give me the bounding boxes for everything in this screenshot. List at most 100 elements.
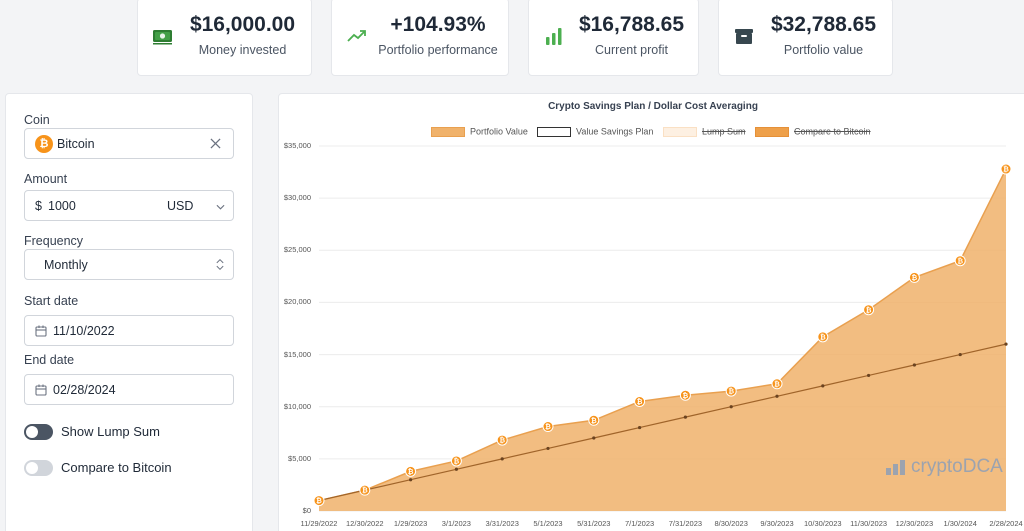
y-tick-label: $15,000: [283, 349, 311, 359]
start-date-label: Start date: [24, 294, 79, 308]
chart-title: Crypto Savings Plan / Dollar Cost Averag…: [548, 101, 758, 112]
savings-plan-point: [729, 405, 733, 409]
watermark: cryptoDCA: [885, 456, 1003, 478]
bitcoin-marker-glyph: ₿: [774, 380, 780, 388]
portfolio-value-point: [542, 421, 554, 433]
savings-plan-point: [821, 384, 825, 388]
bitcoin-marker-glyph: ₿: [912, 274, 918, 282]
portfolio-value-point: [496, 434, 508, 446]
coin-value: Bitcoin: [57, 137, 95, 151]
portfolio-value-label: Portfolio value: [783, 43, 864, 57]
x-tick-label: 3/1/2023: [441, 519, 471, 528]
end-date-field[interactable]: 02/28/2024: [24, 374, 234, 405]
coin-label: Coin: [24, 113, 50, 127]
start-date-value: 11/10/2022: [53, 324, 115, 338]
portfolio-value-point: [634, 396, 646, 407]
bitcoin-marker-glyph: ₿: [683, 392, 689, 400]
frequency-label: Frequency: [24, 234, 84, 248]
legend-compare-to-bitcoin[interactable]: Compare to Bitcoin: [755, 126, 871, 138]
compare-to-bitcoin-toggle[interactable]: [24, 460, 53, 476]
amount-prefix: $: [35, 199, 42, 213]
amount-label: Amount: [24, 172, 68, 186]
portfolio-value-area: [319, 169, 1006, 511]
calendar-icon: [35, 325, 47, 337]
portfolio-performance-value: +104.93%: [390, 13, 486, 36]
y-tick-label: $5,000: [288, 453, 311, 463]
calendar-icon: [35, 384, 47, 396]
x-tick-label: 8/30/2023: [714, 519, 748, 528]
savings-plan-point: [867, 373, 871, 378]
amount-field[interactable]: $ 1000 USD: [24, 190, 234, 221]
savings-plan-point: [1004, 342, 1008, 346]
show-lump-sum-toggle[interactable]: [24, 424, 53, 440]
stat-card-current-profit: $16,788.65 Current profit: [528, 0, 699, 76]
stat-card-portfolio-value: $32,788.65 Portfolio value: [718, 0, 893, 76]
x-tick-label: 2/28/2024: [989, 519, 1023, 528]
chevron-down-icon: [216, 204, 225, 210]
savings-plan-point: [958, 352, 962, 357]
wallet-icon: [735, 29, 753, 44]
savings-plan-point: [592, 436, 596, 440]
currency-select[interactable]: USD: [167, 199, 194, 213]
toggle-knob: [26, 462, 38, 474]
savings-plan-point: [546, 446, 550, 451]
stat-card-money-invested: $16,000.00 Money invested: [137, 0, 312, 76]
portfolio-value-point: [725, 385, 737, 397]
amount-input[interactable]: 1000: [48, 199, 76, 213]
bitcoin-marker-glyph: ₿: [957, 257, 963, 265]
x-tick-label: 10/30/2023: [804, 519, 842, 528]
legend-value-savings-plan[interactable]: Value Savings Plan: [537, 126, 653, 138]
portfolio-value-point: [313, 495, 325, 507]
y-tick-label: $35,000: [283, 141, 311, 150]
trending-up-icon: [347, 30, 366, 42]
portfolio-value-point: [863, 304, 875, 316]
end-date-value: 02/28/2024: [53, 383, 116, 397]
portfolio-value-point: [817, 331, 829, 343]
bitcoin-marker-glyph: ₿: [1003, 166, 1009, 174]
x-tick-label: 5/31/2023: [577, 519, 611, 528]
chart-plot: ₿ ₿ ₿ ₿ ₿ ₿ ₿ ₿ ₿ ₿ ₿ ₿ ₿ ₿ ₿ ₿: [313, 145, 1012, 512]
x-tick-label: 1/30/2024: [943, 519, 977, 528]
legend-swatch: [537, 126, 571, 137]
portfolio-value-point: [1000, 163, 1012, 175]
y-tick-label: $20,000: [283, 297, 311, 307]
legend-portfolio-value[interactable]: Portfolio Value: [431, 126, 528, 138]
x-tick-label: 11/29/2022: [300, 519, 338, 528]
select-arrows-icon: [216, 259, 224, 270]
start-date-field[interactable]: 11/10/2022: [24, 315, 234, 346]
savings-plan-point: [409, 478, 413, 482]
frequency-select[interactable]: Monthly: [24, 249, 234, 280]
bitcoin-marker-glyph: ₿: [545, 423, 551, 431]
y-tick-label: $0: [302, 506, 311, 515]
bitcoin-icon: ₿: [35, 135, 53, 153]
coin-select[interactable]: ₿ Bitcoin: [24, 128, 234, 159]
stat-card-portfolio-performance: +104.93% Portfolio performance: [331, 0, 509, 76]
x-tick-label: 3/31/2023: [485, 519, 519, 528]
bar-chart-icon: [546, 28, 562, 45]
x-tick-label: 9/30/2023: [760, 519, 794, 528]
legend-swatch: [431, 126, 465, 137]
money-invested-value: $16,000.00: [189, 13, 296, 36]
portfolio-value-point: [405, 465, 417, 477]
bitcoin-marker-glyph: ₿: [362, 487, 368, 495]
savings-plan-line: [318, 343, 1007, 502]
bitcoin-marker-glyph: ₿: [866, 306, 872, 314]
watermark-text: cryptoDCA: [911, 456, 1003, 477]
current-profit-label: Current profit: [595, 43, 668, 57]
show-lump-sum-label: Show Lump Sum: [61, 424, 160, 439]
compare-to-bitcoin-label: Compare to Bitcoin: [61, 460, 172, 475]
x-tick-label: 11/30/2023: [850, 519, 888, 528]
bitcoin-marker-glyph: ₿: [499, 437, 505, 445]
watermark-logo-icon: [886, 459, 905, 475]
settings-panel: Coin ₿ Bitcoin Amount $ 1000 USD Frequen…: [5, 93, 253, 531]
clear-icon[interactable]: [210, 138, 221, 149]
portfolio-value-point: [588, 414, 600, 426]
portfolio-value-value: $32,788.65: [770, 13, 877, 36]
end-date-label: End date: [24, 353, 75, 367]
portfolio-performance-label: Portfolio performance: [378, 43, 498, 57]
portfolio-value-line: [318, 168, 1007, 502]
x-tick-label: 12/30/2023: [895, 519, 934, 528]
bitcoin-marker-glyph: ₿: [591, 417, 597, 425]
legend-lump-sum[interactable]: Lump Sum: [663, 126, 746, 138]
portfolio-value-point: [908, 271, 920, 283]
